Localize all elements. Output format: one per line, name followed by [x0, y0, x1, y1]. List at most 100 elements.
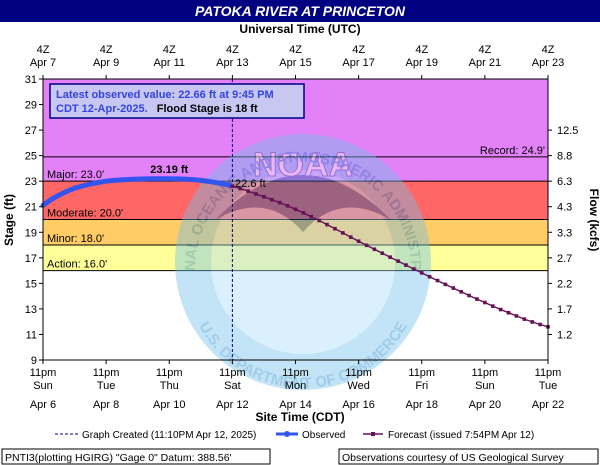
forecast-point-16 — [356, 239, 361, 244]
bottom-tick-time-1: 11pm — [93, 367, 120, 379]
legend-forecast-marker — [371, 432, 375, 436]
bottom-tick-date-4: Apr 14 — [279, 399, 311, 411]
right-tick-label-3: 2.7 — [557, 253, 572, 265]
forecast-point-15 — [348, 235, 353, 239]
forecast-point-36 — [514, 314, 519, 318]
bottom-tick-time-5: 11pm — [345, 367, 372, 379]
top-axis-title: Universal Time (UTC) — [239, 22, 360, 36]
bottom-tick-date-1: Apr 8 — [93, 399, 119, 411]
left-tick-label-7: 23 — [25, 176, 37, 188]
left-tick-label-11: 31 — [25, 74, 37, 86]
flood-stage-label-3: Major: 23.0' — [47, 169, 104, 181]
top-tick-date-4: Apr 15 — [279, 57, 311, 69]
forecast-point-13 — [333, 226, 337, 231]
forecast-point-20 — [388, 255, 392, 259]
forecast-point-39 — [538, 322, 542, 327]
bottom-tick-date-0: Apr 6 — [30, 399, 56, 411]
bottom-tick-day-0: Sun — [33, 380, 53, 392]
crest-label: 23.19 ft — [150, 164, 188, 176]
right-tick-label-1: 1.7 — [557, 304, 572, 316]
legend: Graph Created (11:10PM Apr 12, 2025) Obs… — [55, 430, 534, 441]
right-tick-label-2: 2.2 — [557, 278, 572, 290]
bottom-tick-day-6: Fri — [415, 380, 428, 392]
bottom-tick-time-6: 11pm — [408, 367, 435, 379]
bottom-tick-day-4: Mon — [285, 380, 306, 392]
footer-right-box — [338, 448, 599, 465]
top-tick-date-7: Apr 21 — [469, 57, 501, 69]
bottom-tick-day-8: Tue — [539, 380, 558, 392]
left-tick-label-10: 29 — [25, 100, 37, 112]
forecast-point-0 — [230, 184, 235, 189]
info-line-2: CDT 12-Apr-2025. Flood Stage is 18 ft — [56, 103, 258, 115]
forecast-point-12 — [325, 222, 329, 227]
right-axis-title: Flow (kcfs) — [587, 189, 600, 252]
bottom-tick-time-8: 11pm — [535, 367, 562, 379]
top-tick-hour-1: 4Z — [100, 44, 113, 56]
chart-title: PATOKA RIVER AT PRINCETON — [195, 3, 406, 19]
top-tick-date-5: Apr 17 — [342, 57, 374, 69]
legend-created-label: Graph Created (11:10PM Apr 12, 2025) — [82, 430, 256, 441]
forecast-point-5 — [270, 197, 274, 202]
forecast-point-18 — [372, 247, 377, 252]
info-box-frame — [49, 83, 305, 119]
bottom-tick-date-8: Apr 22 — [532, 399, 564, 411]
top-tick-date-6: Apr 19 — [406, 57, 438, 69]
watermark-disc-outer — [175, 134, 431, 390]
forecast-point-4 — [262, 194, 266, 199]
bottom-tick-date-6: Apr 18 — [406, 399, 438, 411]
flood-stage-lines: Action: 16.0' Minor: 18.0' Moderate: 20.0'… — [43, 145, 548, 272]
forecast-point-24 — [419, 271, 424, 275]
bottom-axis-title: Site Time (CDT) — [255, 410, 344, 424]
forecast-point-38 — [530, 320, 535, 324]
right-axis: 1.2 1.7 2.2 2.7 3.3 4.3 6.3 8.8 12.5 — [548, 125, 578, 341]
top-tick-date-3: Apr 13 — [216, 57, 248, 69]
bottom-tick-date-2: Apr 10 — [153, 399, 185, 411]
forecast-point-11 — [317, 218, 321, 223]
watermark-gull — [215, 175, 391, 232]
bottom-tick-day-5: Wed — [347, 380, 369, 392]
forecast-point-28 — [451, 286, 456, 290]
top-tick-date-1: Apr 9 — [93, 57, 119, 69]
forecast-points — [230, 184, 550, 329]
info-line-1: Latest observed value: 22.66 ft at 9:45 … — [56, 89, 274, 101]
bottom-tick-time-2: 11pm — [156, 367, 183, 379]
bottom-tick-day-3: Sat — [224, 380, 241, 392]
right-tick-label-8: 12.5 — [557, 125, 578, 137]
forecast-point-26 — [435, 278, 440, 283]
bottom-tick-date-3: Apr 12 — [216, 399, 248, 411]
bottom-tick-date-5: Apr 16 — [342, 399, 374, 411]
top-tick-hour-3: 4Z — [226, 44, 239, 56]
forecast-point-3 — [254, 192, 258, 196]
record-stage-label: Record: 24.9' — [480, 145, 545, 157]
forecast-point-25 — [427, 274, 432, 279]
flood-stage-label-2: Moderate: 20.0' — [47, 208, 123, 220]
bottom-tick-time-0: 11pm — [30, 367, 57, 379]
flood-stage-label-0: Action: 16.0' — [47, 259, 107, 271]
left-tick-label-3: 15 — [25, 278, 37, 290]
forecast-point-17 — [364, 243, 369, 248]
flood-stage-label-1: Minor: 18.0' — [47, 233, 104, 245]
forecast-point-27 — [443, 282, 448, 287]
latest-value-label: 22.6 ft — [235, 178, 266, 190]
legend-forecast-label: Forecast (issued 7:54PM Apr 12) — [388, 430, 534, 441]
left-tick-label-9: 27 — [25, 125, 37, 137]
left-tick-label-0: 9 — [31, 355, 37, 367]
forecast-point-31 — [475, 297, 479, 301]
left-tick-label-4: 17 — [25, 253, 37, 265]
info-line-2-date: CDT 12-Apr-2025. — [56, 103, 148, 115]
top-tick-hour-2: 4Z — [163, 44, 176, 56]
legend-observed-label: Observed — [302, 430, 345, 441]
forecast-point-32 — [483, 300, 487, 305]
top-tick-hour-6: 4Z — [415, 44, 428, 56]
bottom-tick-date-7: Apr 20 — [469, 399, 501, 411]
bottom-tick-time-3: 11pm — [219, 367, 246, 379]
forecast-point-23 — [412, 267, 416, 271]
footer-datum: PNTI3(plotting HGIRG) "Gage 0" Datum: 38… — [5, 452, 232, 464]
top-tick-date-2: Apr 11 — [153, 57, 185, 69]
forecast-point-35 — [506, 310, 511, 315]
top-tick-date-0: Apr 7 — [30, 57, 56, 69]
forecast-point-19 — [380, 251, 385, 256]
info-box: Latest observed value: 22.66 ft at 9:45 … — [49, 83, 305, 119]
